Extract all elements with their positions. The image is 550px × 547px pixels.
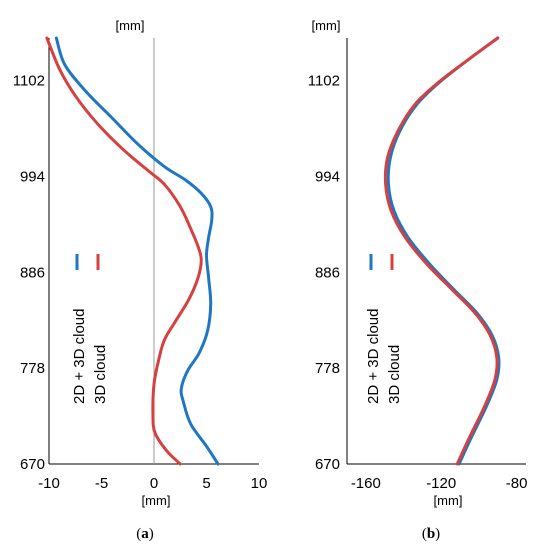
series-line-red	[383, 36, 500, 466]
y-tick-label: 778	[20, 360, 45, 377]
legend-label: 3D cloud	[92, 345, 109, 404]
x-tick-label: 0	[150, 475, 158, 492]
panel-a-chart: 670 778 886 994 1102 -10 -5 0 5 10 [mm] [mm] 2D + 3D…	[13, 18, 268, 542]
x-unit-label: [mm]	[434, 493, 463, 508]
y-tick-label: 886	[315, 264, 340, 281]
x-unit-label: [mm]	[142, 493, 171, 508]
series-line-red	[45, 36, 203, 466]
x-tick-label: -5	[95, 475, 108, 492]
x-tick-label: 10	[251, 475, 268, 492]
series-line-blue	[386, 36, 501, 466]
y-tick-label: 1102	[13, 73, 45, 90]
x-tick-label: -80	[506, 475, 528, 492]
panel-label: (a)	[136, 526, 154, 542]
x-tick-label: 5	[202, 475, 210, 492]
y-unit-label: [mm]	[116, 18, 145, 33]
panel-label: (b)	[422, 526, 440, 542]
x-tick-label: -10	[38, 475, 60, 492]
y-tick-label: 886	[20, 264, 45, 281]
series-line-blue	[54, 36, 220, 466]
legend-label: 2D + 3D cloud	[71, 309, 88, 404]
panel-b-chart: 670 778 886 994 1102 -160 -120 -80 [mm] [mm] 2D + …	[308, 18, 528, 542]
y-tick-label: 994	[20, 168, 45, 185]
y-tick-label: 670	[20, 456, 45, 473]
y-tick-label: 994	[315, 168, 340, 185]
x-tick-label: -160	[351, 475, 381, 492]
x-tick-label: -120	[426, 475, 456, 492]
y-tick-label: 1102	[308, 73, 340, 90]
y-tick-label: 670	[315, 456, 340, 473]
legend-label: 3D cloud	[386, 345, 403, 404]
legend-label: 2D + 3D cloud	[365, 309, 382, 404]
y-tick-label: 778	[315, 360, 340, 377]
y-unit-label: [mm]	[312, 18, 341, 33]
